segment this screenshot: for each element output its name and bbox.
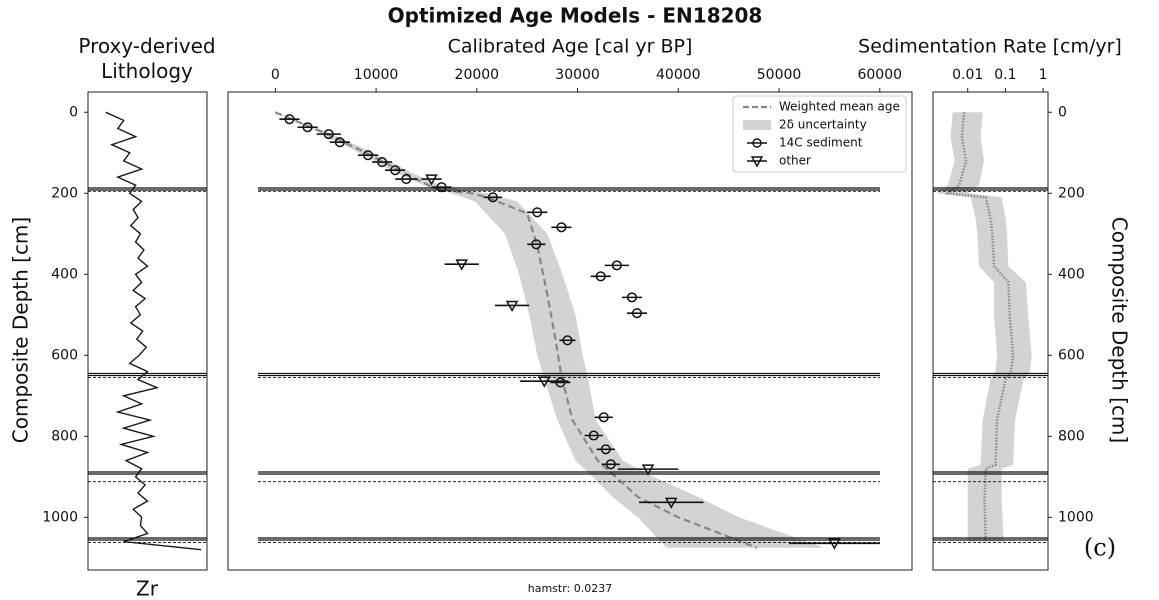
figure-title: Optimized Age Models - EN18208 xyxy=(388,4,763,28)
uncertainty-band xyxy=(936,112,1032,542)
footnote: hamstr: 0.0237 xyxy=(528,582,613,595)
legend-swatch xyxy=(743,120,771,130)
legend-swatch xyxy=(752,138,762,148)
legend-label: other xyxy=(779,154,811,168)
y-tick-label: 800 xyxy=(1058,428,1085,444)
age-point xyxy=(487,192,498,203)
x-tick-label: 0 xyxy=(271,67,280,83)
age-point xyxy=(598,412,609,423)
x-tick-label: 50000 xyxy=(757,67,802,83)
age-point xyxy=(532,207,543,218)
legend-swatch xyxy=(750,156,764,168)
uncertainty-band xyxy=(275,112,825,548)
age-point xyxy=(588,430,599,441)
age-point xyxy=(505,300,519,313)
age-point xyxy=(302,122,313,133)
x-axis-title: Zr xyxy=(136,577,159,600)
plot-frame xyxy=(932,91,1049,571)
y-tick-label: 400 xyxy=(1058,266,1085,282)
age-point xyxy=(455,259,468,271)
legend-box xyxy=(732,95,907,173)
x-tick-label: 10000 xyxy=(354,67,399,83)
x-tick-label: 1 xyxy=(1039,67,1048,83)
age-point xyxy=(538,376,551,388)
age-point xyxy=(284,114,295,125)
x-tick-label: 0.1 xyxy=(994,67,1016,83)
y-tick-label: 0 xyxy=(69,104,78,120)
age-point xyxy=(828,538,841,550)
profile-line xyxy=(944,112,1015,542)
y-tick-label: 400 xyxy=(51,266,78,282)
panel-title: Proxy-derived Lithology xyxy=(78,34,216,83)
y-tick-label: 600 xyxy=(51,347,78,363)
y-tick-label: 600 xyxy=(1058,347,1085,363)
legend-label: 14C sediment xyxy=(779,136,863,150)
age-point xyxy=(377,157,388,168)
y-tick-label: 1000 xyxy=(42,509,78,525)
y-tick-label: 0 xyxy=(1058,104,1067,120)
x-axis-title: Sedimentation Rate [cm/yr] xyxy=(858,36,1122,58)
y-tick-label: 800 xyxy=(51,428,78,444)
age-point xyxy=(323,129,334,140)
age-point xyxy=(641,464,655,476)
age-point xyxy=(390,165,401,176)
x-tick-label: 30000 xyxy=(555,67,600,83)
profile-line xyxy=(105,111,202,551)
age-point xyxy=(436,182,447,193)
y-tick-label: 1000 xyxy=(1058,509,1094,525)
age-point xyxy=(611,260,622,271)
plot-frame xyxy=(227,91,913,571)
legend-label: 2δ uncertainty xyxy=(779,118,867,132)
age-point xyxy=(605,459,616,470)
age-point xyxy=(595,271,606,282)
age-point xyxy=(555,377,566,388)
age-point xyxy=(531,239,542,250)
x-tick-label: 40000 xyxy=(656,67,701,83)
age-point xyxy=(600,444,611,455)
age-point xyxy=(664,497,678,509)
age-point xyxy=(556,222,567,233)
x-axis-title: Calibrated Age [cal yr BP] xyxy=(448,36,693,58)
y-tick-label: 200 xyxy=(1058,185,1085,201)
age-point xyxy=(401,174,412,185)
age-point xyxy=(631,308,643,319)
panel-label: (c) xyxy=(1084,534,1116,562)
age-point xyxy=(626,292,638,303)
y-axis-title: Composite Depth [cm] xyxy=(9,217,33,443)
y-axis-title: Composite Depth [cm] xyxy=(1108,217,1132,443)
age-point xyxy=(562,335,573,346)
x-tick-label: 20000 xyxy=(455,67,500,83)
plot-frame xyxy=(87,91,208,571)
x-tick-label: 0.01 xyxy=(952,67,983,83)
legend-label: Weighted mean age xyxy=(779,100,900,114)
x-tick-label: 60000 xyxy=(857,67,902,83)
age-point xyxy=(425,174,438,186)
age-point xyxy=(334,137,345,148)
age-point xyxy=(362,150,374,161)
mean-age-line xyxy=(274,111,758,549)
y-tick-label: 200 xyxy=(51,185,78,201)
